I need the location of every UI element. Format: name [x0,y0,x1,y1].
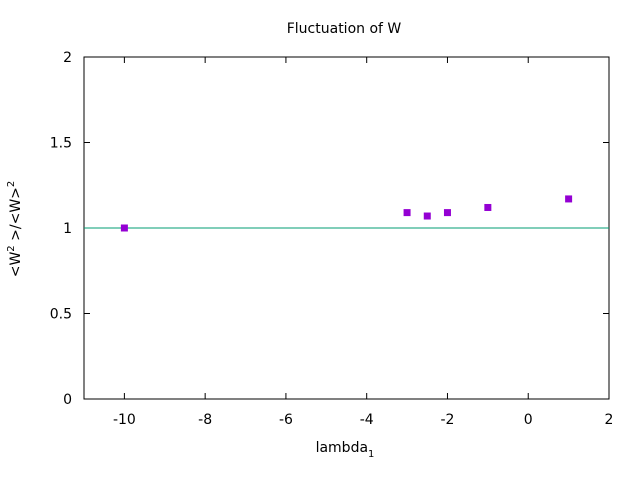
x-axis-label-subscript: 1 [368,449,374,460]
y-tick-label: 1 [63,221,72,237]
y-tick-label: 2 [63,50,72,66]
x-tick-label: -4 [360,412,374,428]
data-point [403,209,411,217]
y-axis-label-part: >/<W> [8,187,24,245]
chart-title: Fluctuation of W [287,21,402,37]
y-tick-label: 0.5 [50,307,72,323]
y-axis-ticks: 0 0.5 1 1.5 2 [50,50,609,408]
y-axis-label: <W2 >/<W>2 [6,181,24,278]
data-point [120,224,128,232]
y-tick-label: 0 [63,392,72,408]
y-axis-label-part: <W [8,252,24,278]
data-points [120,195,573,232]
y-tick-label: 1.5 [50,136,72,152]
x-tick-label: -6 [279,412,293,428]
x-tick-label: -8 [198,412,212,428]
y-axis-label-superscript: 2 [6,181,17,187]
data-point [423,212,431,220]
x-tick-label: -10 [113,412,136,428]
data-point [443,209,451,217]
x-axis-label: lambda1 [316,440,375,460]
x-tick-label: 2 [605,412,614,428]
data-point [484,203,492,211]
x-axis-ticks: -10 -8 -6 -4 -2 0 2 [113,57,614,428]
data-point [565,195,573,203]
x-axis-label-base: lambda [316,440,368,456]
x-tick-label: 0 [524,412,533,428]
y-axis-label-superscript: 2 [6,245,17,251]
x-tick-label: -2 [440,412,454,428]
